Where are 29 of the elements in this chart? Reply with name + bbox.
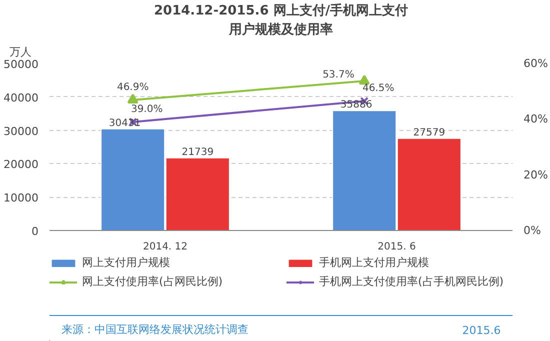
y-tick-label: 20000 (4, 158, 39, 172)
chart-subtitle: 用户规模及使用率 (228, 22, 333, 38)
legend-label: 手机网上支付使用率(占手机网民比例) (319, 274, 505, 289)
data-label: 27579 (413, 127, 446, 138)
chart-title: 2014.12-2015.6 网上支付/手机网上支付 (154, 2, 408, 18)
data-label: 46.9% (116, 82, 149, 93)
y-tick-label: 10000 (4, 192, 39, 205)
text: 2015.6 (462, 324, 501, 337)
y-tick-label: 30000 (4, 124, 39, 138)
y2-tick-label: 60% (524, 57, 548, 70)
x-tick-label: 2015. 6 (378, 242, 416, 252)
y2-tick-label: 20% (524, 168, 548, 182)
data-label: 30431 (108, 118, 141, 129)
data-label: 53.7% (322, 70, 354, 81)
data-label: 46.5% (362, 83, 394, 94)
x-tick-label: 2014. 12 (142, 242, 188, 252)
y2-tick-label: 40% (524, 112, 548, 126)
data-label: 35886 (340, 100, 372, 111)
legend-label: 网上支付用户规模 (82, 255, 171, 270)
source-note: 来源：中国互联网络发展状况统计调查 (61, 323, 248, 336)
y-tick-label: 0 (32, 225, 38, 238)
legend-label: 网上支付使用率(占网民比例) (82, 274, 224, 289)
legend-label: 手机网上支付用户规模 (319, 255, 430, 270)
y-axis-title: 万人 (10, 46, 32, 58)
data-label: 21739 (182, 146, 214, 158)
y2-tick-label: 0% (524, 224, 541, 237)
y-tick-label: 40000 (4, 91, 39, 104)
y-tick-label: 50000 (4, 58, 39, 71)
data-label: 39.0% (130, 104, 163, 115)
